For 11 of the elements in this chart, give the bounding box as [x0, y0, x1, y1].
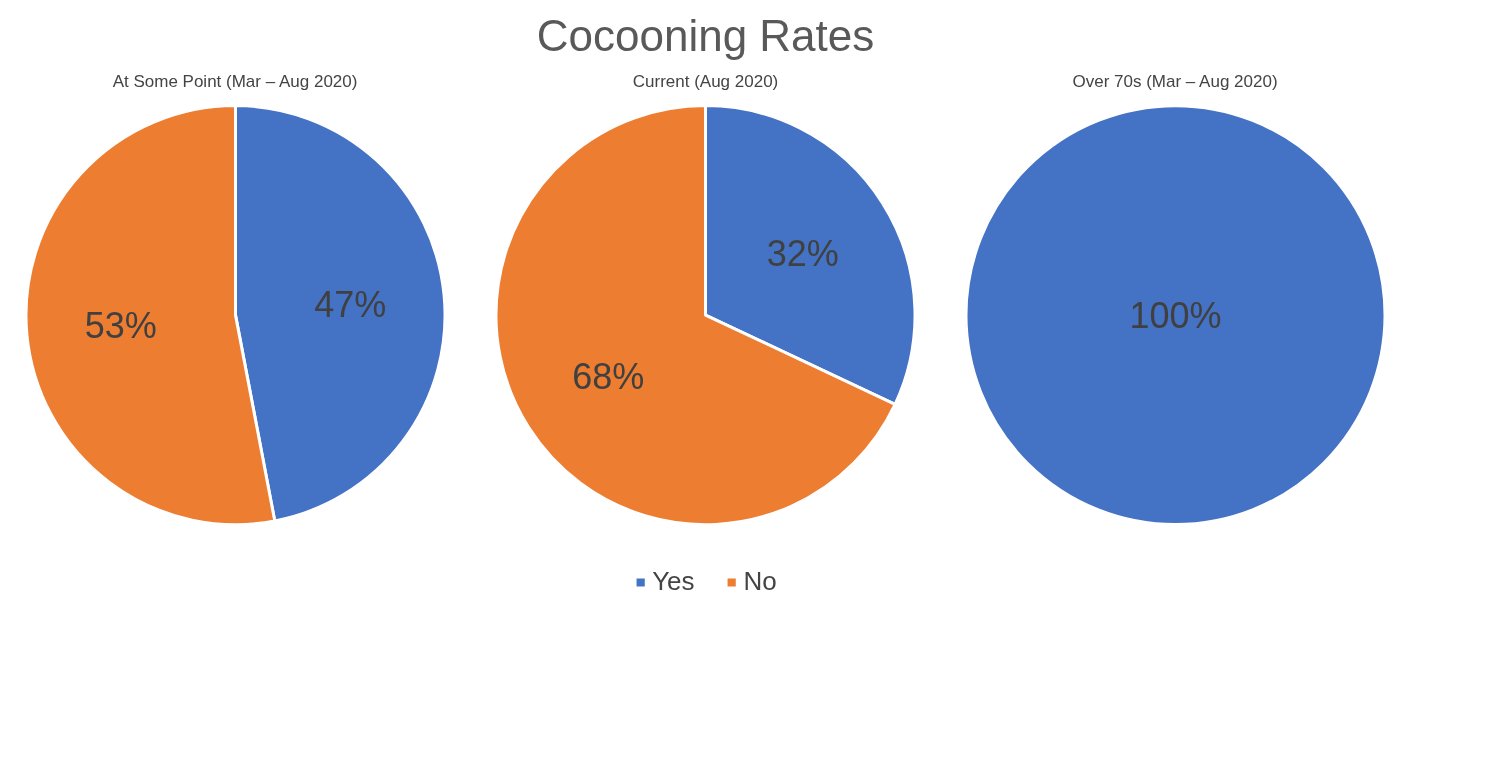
legend-label: Yes [652, 566, 695, 597]
chart-title: Cocooning Rates [536, 10, 875, 60]
data-label: 100% [1129, 294, 1222, 336]
data-label: 32% [766, 232, 839, 274]
data-label: 53% [84, 305, 157, 347]
data-label: 68% [572, 356, 645, 398]
data-label: 47% [314, 283, 387, 325]
chart-subtitle: Over 70s (Mar – Aug 2020) [1072, 71, 1278, 91]
legend-label: No [743, 566, 777, 597]
chart-subtitle: Current (Aug 2020) [632, 71, 779, 91]
chart-subtitle: At Some Point (Mar – Aug 2020) [112, 71, 358, 91]
